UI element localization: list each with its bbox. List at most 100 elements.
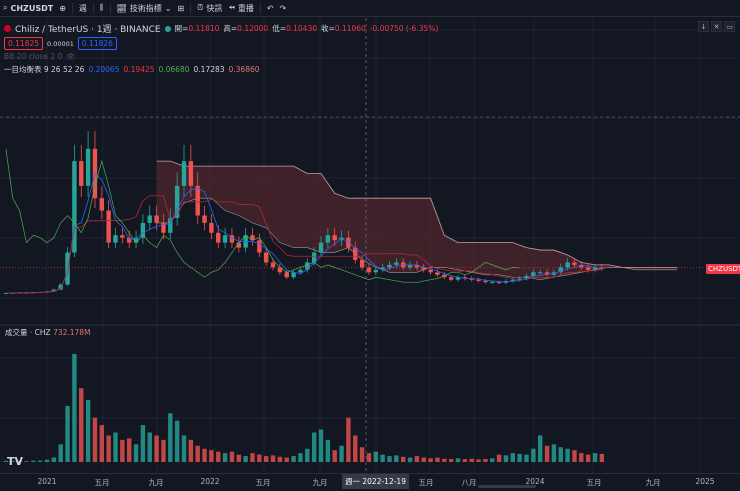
volume-bar bbox=[428, 458, 433, 462]
volume-bar bbox=[565, 448, 570, 462]
volume-bar bbox=[140, 425, 146, 462]
candle bbox=[421, 267, 426, 270]
candle bbox=[106, 210, 111, 243]
candle bbox=[72, 161, 77, 253]
close-value: 0.11060 bbox=[334, 24, 366, 33]
high-value: 0.12000 bbox=[237, 24, 269, 33]
candle bbox=[168, 217, 173, 233]
candle bbox=[483, 280, 488, 283]
candle bbox=[127, 237, 132, 243]
spread-value: 0.00001 bbox=[47, 39, 74, 48]
lagging-value: 0.06680 bbox=[158, 65, 190, 74]
candle bbox=[448, 277, 454, 280]
volume-bar bbox=[264, 456, 269, 462]
volume-title: 成交量 · CHZ bbox=[5, 328, 51, 337]
buy-button[interactable]: 0.11826 bbox=[77, 37, 117, 50]
redo-button[interactable]: ↷ bbox=[280, 4, 287, 13]
arrow-down-icon[interactable]: ↓ bbox=[698, 21, 709, 32]
volume-bar bbox=[202, 448, 207, 462]
volume-bar bbox=[558, 447, 563, 462]
candle bbox=[147, 215, 152, 223]
high-label: 高 bbox=[223, 24, 231, 33]
ichimoku-legend[interactable]: 一目均衡表 9 26 52 26 0.20065 0.19425 0.06680… bbox=[4, 64, 260, 75]
volume-bar bbox=[10, 461, 15, 462]
chart-type-button[interactable]: ⫼ bbox=[100, 3, 104, 13]
time-label: 五月 bbox=[255, 478, 271, 487]
candle bbox=[538, 272, 543, 274]
candle bbox=[517, 278, 522, 280]
open-value: 0.11810 bbox=[188, 24, 220, 33]
maximize-icon[interactable]: ▭ bbox=[724, 21, 735, 32]
candle bbox=[585, 267, 591, 270]
symbol-title: Chiliz / TetherUS · 1週 · BINANCE bbox=[15, 25, 161, 35]
volume-bar bbox=[599, 453, 605, 462]
volume-bar bbox=[366, 453, 372, 462]
time-axis[interactable]: 2021 五月 九月 2022 五月 九月 五月 八月 2024 五月 九月 2… bbox=[0, 473, 740, 491]
price-chart[interactable] bbox=[0, 18, 740, 473]
candle bbox=[469, 278, 474, 280]
volume-bar bbox=[72, 354, 77, 462]
candle bbox=[311, 252, 317, 263]
volume-bar bbox=[250, 453, 255, 462]
volume-bar bbox=[483, 459, 488, 462]
divider bbox=[109, 2, 111, 14]
search-icon: ⌕ bbox=[3, 3, 8, 12]
volume-bar bbox=[209, 450, 214, 462]
candle bbox=[305, 262, 310, 270]
replay-label: 重播 bbox=[237, 3, 254, 13]
candle bbox=[462, 277, 468, 279]
change-value: -0.00750 (-6.35%) bbox=[369, 24, 439, 33]
time-scrollbar[interactable] bbox=[478, 485, 536, 488]
volume-bar bbox=[421, 457, 426, 462]
alert-button[interactable]: ⏰︎ 快訊 bbox=[197, 3, 222, 14]
replay-button[interactable]: ⏪︎ 重播 bbox=[228, 3, 253, 14]
volume-bar bbox=[195, 445, 200, 462]
candle bbox=[216, 232, 221, 243]
volume-bar bbox=[311, 432, 317, 462]
volume-bar bbox=[99, 425, 104, 462]
tradingview-logo[interactable]: TV bbox=[7, 455, 24, 468]
volume-bar bbox=[37, 460, 43, 462]
time-label: 五月 bbox=[94, 478, 110, 487]
candle bbox=[236, 242, 241, 248]
eye-hidden-icon[interactable]: 👁︎ bbox=[66, 52, 76, 61]
price-tag: CHZUSDT bbox=[706, 264, 740, 274]
candle bbox=[195, 185, 200, 216]
interval-button[interactable]: 週 bbox=[78, 3, 87, 13]
bid-ask: 0.11825 0.00001 0.11826 bbox=[4, 37, 117, 50]
compare-button[interactable]: ⊕ bbox=[59, 4, 66, 13]
candle bbox=[229, 235, 235, 243]
volume-bar bbox=[106, 435, 111, 462]
candle bbox=[490, 282, 495, 284]
layouts-button[interactable]: ⊞ bbox=[177, 4, 184, 13]
candle bbox=[250, 235, 255, 241]
volume-bar bbox=[58, 444, 63, 462]
candle bbox=[140, 222, 146, 238]
candle bbox=[202, 215, 207, 223]
candle bbox=[496, 282, 502, 284]
bb-legend[interactable]: BB 20 close 2 0 👁︎ bbox=[4, 52, 76, 61]
alert-label: 快訊 bbox=[206, 3, 223, 13]
candle bbox=[222, 235, 228, 243]
divider bbox=[190, 2, 192, 14]
volume-bar bbox=[503, 455, 509, 462]
volume-bar bbox=[551, 444, 557, 462]
undo-button[interactable]: ↶ bbox=[267, 4, 274, 13]
volume-legend[interactable]: 成交量 · CHZ 732.178M bbox=[5, 327, 91, 338]
volume-bar bbox=[113, 432, 118, 462]
time-label: 五月 bbox=[586, 478, 602, 487]
indicators-button[interactable]: 📈︎ 技術指標 ⌄ bbox=[117, 3, 172, 14]
sell-button[interactable]: 0.11825 bbox=[4, 37, 44, 50]
divider bbox=[259, 2, 261, 14]
candle bbox=[414, 264, 420, 268]
ichimoku-cloud bbox=[156, 161, 678, 280]
volume-bar bbox=[490, 458, 495, 462]
time-label: 2022 bbox=[200, 477, 220, 486]
pane-buttons: ↓ ✕ ▭ bbox=[698, 21, 735, 32]
bb-label: BB 20 close 2 0 bbox=[4, 52, 63, 61]
volume-bar bbox=[373, 451, 378, 462]
undo-icon: ↶ bbox=[266, 3, 274, 13]
candle bbox=[65, 252, 70, 285]
collapse-icon[interactable]: ✕ bbox=[711, 21, 722, 32]
symbol-search[interactable]: ⌕ CHZUSDT bbox=[3, 3, 53, 13]
